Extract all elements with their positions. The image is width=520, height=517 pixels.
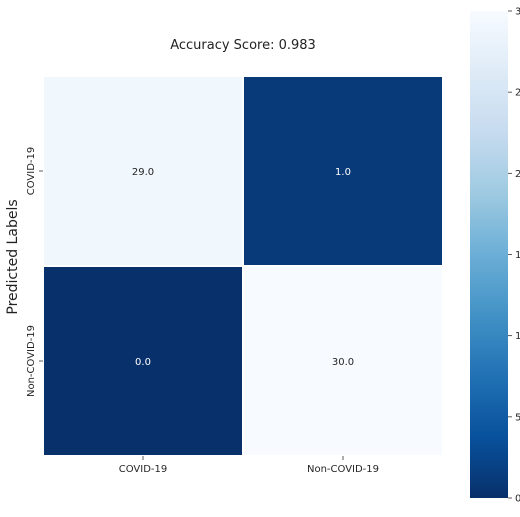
x-tick-label-0: COVID-19 [119,464,168,475]
cell-value-label-r1-c0: 0.0 [135,357,151,368]
y-tick-label-0: COVID-19 [26,147,37,196]
x-tick-label-1: Non-COVID-19 [307,464,379,475]
colorbar-tick-label-0: 0 [515,494,520,505]
cell-value-label-r0-c0: 29.0 [132,167,154,178]
colorbar-tick-label-4: 20 [515,169,520,180]
colorbar-tick-label-6: 30 [515,7,520,18]
cell-value-label-r1-c1: 30.0 [332,357,354,368]
cell-value-label-r0-c1: 1.0 [335,167,351,178]
colorbar: 0 5 10 15 20 25 30 [470,7,520,505]
colorbar-tick-label-3: 15 [515,250,520,261]
colorbar-gradient [470,11,508,498]
colorbar-tick-label-2: 10 [515,331,520,342]
colorbar-tick-label-1: 5 [515,412,520,423]
heatmap-cells: 29.0 1.0 0.0 30.0 [43,76,443,456]
y-tick-label-1: Non-COVID-19 [26,325,37,397]
y-axis-label: Predicted Labels [5,199,21,314]
chart-title: Accuracy Score: 0.983 [170,38,316,53]
colorbar-tick-label-5: 25 [515,88,520,99]
